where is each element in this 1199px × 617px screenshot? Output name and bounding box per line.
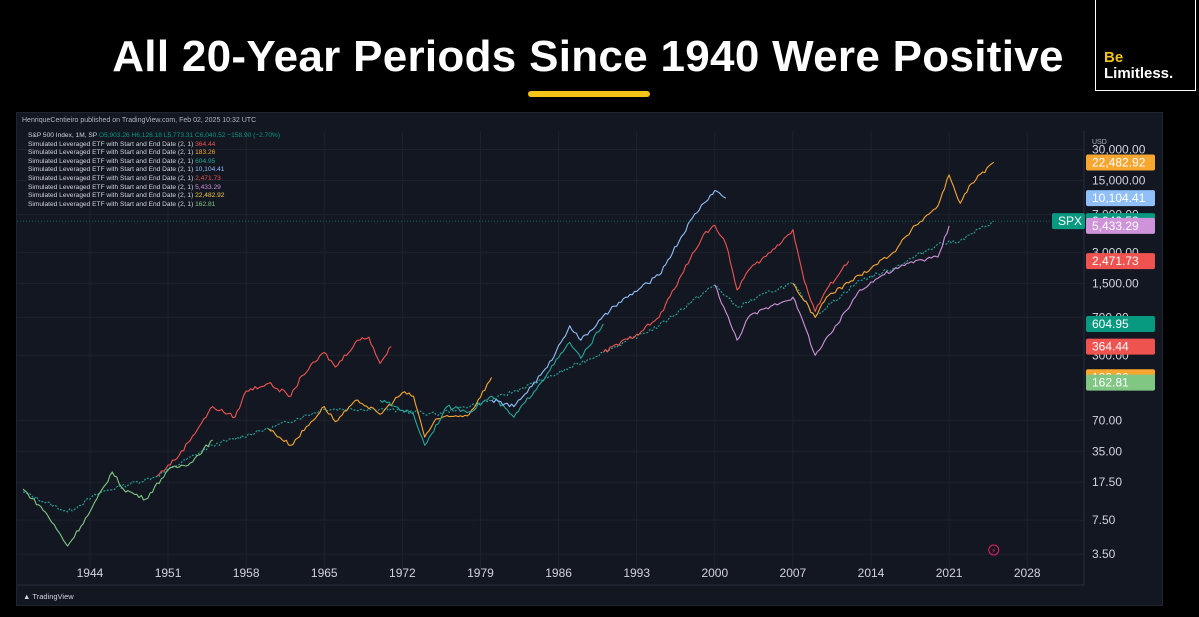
y-tick-label: 7.50 bbox=[1092, 513, 1116, 527]
series-line[interactable] bbox=[268, 377, 493, 446]
event-marker-icon[interactable] bbox=[988, 544, 1000, 556]
attribution-text: HenriqueCentieiro published on TradingVi… bbox=[22, 117, 257, 124]
series-line[interactable] bbox=[714, 225, 950, 356]
ohlc-high: H6,128.18 bbox=[131, 132, 162, 139]
y-tick-label: 1,500.00 bbox=[1092, 276, 1139, 290]
y-tick-label: 15,000.00 bbox=[1092, 174, 1146, 188]
price-label-tag bbox=[1086, 338, 1155, 355]
legend-row[interactable]: Simulated Leveraged ETF with Start and E… bbox=[28, 149, 280, 158]
legend-value: 364.44 bbox=[195, 140, 216, 148]
series-line[interactable] bbox=[156, 336, 392, 477]
price-label-tag bbox=[1086, 190, 1155, 207]
legend-value: 604.95 bbox=[195, 157, 216, 165]
legend-value: 5,433.29 bbox=[195, 183, 221, 191]
x-tick-label: 1958 bbox=[233, 566, 260, 580]
price-label-value: 364.44 bbox=[1092, 340, 1129, 354]
price-label-tag bbox=[1086, 253, 1155, 270]
ohlc-close: C6,040.52 bbox=[195, 132, 226, 139]
price-label-value: 5,433.29 bbox=[1092, 219, 1139, 233]
x-tick-label: 1944 bbox=[77, 566, 104, 580]
x-tick-label: 1979 bbox=[467, 566, 494, 580]
x-tick-label: 1951 bbox=[155, 566, 182, 580]
x-tick-label: 2028 bbox=[1014, 566, 1041, 580]
logo-text-line1: Be bbox=[1104, 49, 1124, 66]
price-label-value: 10,104.41 bbox=[1092, 191, 1146, 205]
legend-value: 162.81 bbox=[195, 200, 216, 208]
price-label-value: 2,471.73 bbox=[1092, 254, 1139, 268]
ohlc-open: O5,903.26 bbox=[98, 132, 130, 139]
tradingview-icon: ▲ bbox=[23, 592, 31, 601]
x-tick-label: 1965 bbox=[311, 566, 338, 580]
legend-label: Simulated Leveraged ETF with Start and E… bbox=[28, 192, 194, 200]
price-label-value: 162.81 bbox=[1092, 376, 1129, 390]
title-underline bbox=[528, 91, 650, 97]
currency-label: USD bbox=[1092, 139, 1107, 146]
tradingview-logo[interactable]: ▲ TradingView bbox=[23, 592, 74, 601]
legend-label: Simulated Leveraged ETF with Start and E… bbox=[28, 183, 194, 191]
legend-value: 10,104.41 bbox=[195, 166, 225, 174]
y-tick-label: 3.50 bbox=[1092, 547, 1116, 561]
legend-header[interactable]: S&P 500 Index, 1M, SP O5,903.26 H6,128.1… bbox=[28, 132, 280, 141]
tradingview-label: TradingView bbox=[32, 592, 74, 601]
price-label-value: 22,482.92 bbox=[1092, 155, 1146, 169]
ohlc-change: −158.90 (−2.70%) bbox=[227, 132, 281, 139]
price-label-tag bbox=[1086, 154, 1155, 171]
series-line[interactable] bbox=[792, 161, 994, 318]
legend-row[interactable]: Simulated Leveraged ETF with Start and E… bbox=[28, 175, 280, 184]
ohlc-low: L5,773.31 bbox=[163, 132, 194, 139]
x-tick-label: 2000 bbox=[701, 566, 728, 580]
y-tick-label: 30,000.00 bbox=[1092, 143, 1146, 157]
legend-label: Simulated Leveraged ETF with Start and E… bbox=[28, 166, 194, 174]
legend-label: Simulated Leveraged ETF with Start and E… bbox=[28, 200, 194, 208]
legend-row[interactable]: Simulated Leveraged ETF with Start and E… bbox=[28, 158, 280, 167]
logo-text-line2: Limitless. bbox=[1104, 65, 1174, 82]
legend-row[interactable]: Simulated Leveraged ETF with Start and E… bbox=[28, 166, 280, 175]
legend-value: 2,471.73 bbox=[195, 174, 221, 182]
symbol-tag bbox=[1052, 213, 1085, 230]
legend-row[interactable]: Simulated Leveraged ETF with Start and E… bbox=[28, 201, 280, 210]
legend-value: 22,482.92 bbox=[195, 192, 225, 200]
headline: All 20-Year Periods Since 1940 Were Posi… bbox=[112, 32, 1064, 81]
y-tick-label: 17.50 bbox=[1092, 475, 1122, 489]
x-tick-label: 1972 bbox=[389, 566, 416, 580]
price-label-tag bbox=[1086, 374, 1155, 391]
series-line[interactable] bbox=[22, 439, 213, 547]
lightning-icon: ⚡ bbox=[991, 547, 996, 555]
series-line[interactable] bbox=[23, 220, 994, 513]
legend-label: Simulated Leveraged ETF with Start and E… bbox=[28, 157, 194, 165]
series-line[interactable] bbox=[602, 224, 850, 353]
x-tick-label: 2021 bbox=[936, 566, 963, 580]
x-tick-label: 1986 bbox=[545, 566, 572, 580]
legend-value: 183.26 bbox=[195, 149, 216, 157]
legend-row[interactable]: Simulated Leveraged ETF with Start and E… bbox=[28, 141, 280, 150]
price-label-value: 604.95 bbox=[1092, 317, 1129, 331]
x-tick-label: 2007 bbox=[780, 566, 807, 580]
price-chart[interactable]: 1944 1951 1958 1965 1972 1979 1986 1993 2000 2007… bbox=[17, 113, 1163, 606]
series-line[interactable] bbox=[491, 189, 727, 408]
legend-label: Simulated Leveraged ETF with Start and E… bbox=[28, 140, 194, 148]
chart-panel: 1944 1951 1958 1965 1972 1979 1986 1993 2000 2007… bbox=[16, 112, 1163, 606]
y-tick-label: 35.00 bbox=[1092, 444, 1122, 458]
chart-legend: S&P 500 Index, 1M, SP O5,903.26 H6,128.1… bbox=[28, 132, 280, 209]
legend-row[interactable]: Simulated Leveraged ETF with Start and E… bbox=[28, 184, 280, 193]
y-tick-label: 70.00 bbox=[1092, 413, 1122, 427]
legend-label: Simulated Leveraged ETF with Start and E… bbox=[28, 174, 194, 182]
symbol-tag-label: SPX bbox=[1058, 214, 1082, 228]
x-tick-label: 2014 bbox=[858, 566, 885, 580]
x-tick-label: 1993 bbox=[623, 566, 650, 580]
price-label-tag bbox=[1086, 217, 1155, 234]
price-label-tag bbox=[1086, 315, 1155, 332]
legend-label: Simulated Leveraged ETF with Start and E… bbox=[28, 149, 194, 157]
series-line[interactable] bbox=[379, 323, 604, 446]
symbol-name: S&P 500 Index, 1M, SP bbox=[28, 132, 98, 139]
brand-logo: Be Limitless. bbox=[1095, 0, 1196, 91]
legend-row[interactable]: Simulated Leveraged ETF with Start and E… bbox=[28, 192, 280, 201]
